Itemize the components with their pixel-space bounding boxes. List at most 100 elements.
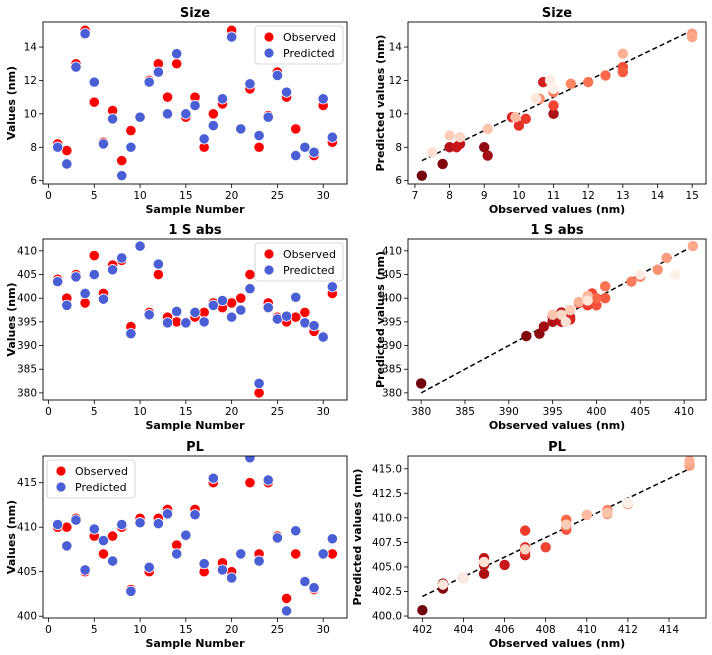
predicted-point [235,123,247,135]
y-axis-label: Values (nm) [5,66,18,140]
observed-point [88,96,100,108]
scatter-point [581,509,592,521]
x-tick-label: 7 [412,190,419,202]
predicted-point [198,316,210,328]
scatter-point [600,70,611,81]
y-tick-label: 12 [24,75,37,87]
predicted-point [262,474,274,486]
observed-point [161,91,174,103]
scatter-point [582,76,594,88]
y-axis-label: Values (nm) [5,500,18,574]
predicted-point [152,66,164,78]
x-tick-label: 30 [317,190,330,202]
x-tick-label: 408 [536,624,556,636]
y-tick-label: 400 [382,293,402,305]
observed-point [79,297,91,309]
y-tick-label: 405 [17,566,37,578]
predicted-point [171,548,183,560]
chart-panel-3: 1 S abs 0 5 10 15 20 25 30 380 385 390 395 400 405 410… [5,223,348,432]
scatter-point [617,48,629,59]
predicted-point [143,561,155,573]
predicted-point [97,293,110,305]
predicted-point [226,572,238,584]
predicted-point [253,555,265,567]
predicted-point [79,28,91,40]
x-tick-label: 410 [674,406,694,418]
x-tick-label: 406 [495,624,515,636]
scatter-point [451,142,462,153]
x-tick-label: 0 [45,624,52,636]
predicted-point [79,287,91,300]
chart-title: 1 S abs [530,223,584,238]
x-tick-label: 10 [133,624,146,636]
predicted-point [271,69,284,82]
x-axis-label: Sample Number [146,419,246,432]
chart-panel-5: PL 0 5 10 15 20 25 30 400 405 410 415 Sample Number V… [5,440,348,650]
scatter-point [520,113,532,125]
predicted-point [171,305,183,318]
legend-marker-observed [263,31,275,43]
x-tick-label: 15 [179,190,192,202]
x-tick-label: 385 [455,406,475,418]
y-axis-label: Predicted values (nm) [374,251,387,388]
y-tick-label: 385 [382,364,402,376]
scatter-point [415,378,427,389]
plot-area [52,240,338,399]
scatter-point [661,252,672,264]
observed-point [253,387,265,399]
x-tick-label: 390 [499,406,519,418]
plot-area [52,24,338,182]
plot-area [52,456,338,617]
predicted-point [116,252,128,264]
y-tick-label: 400 [17,611,37,623]
predicted-point [308,320,320,332]
scatter-point [437,158,448,170]
predicted-point [189,99,201,112]
x-tick-label: 0 [45,406,52,418]
predicted-point [253,377,265,390]
y-tick-label: 405.0 [372,561,402,573]
x-tick-label: 15 [179,624,192,636]
x-tick-label: 14 [651,190,665,202]
predicted-point [70,514,82,526]
plot-area [416,28,698,181]
predicted-point [152,258,164,270]
y-tick-label: 6 [30,175,37,187]
scatter-point [482,150,493,161]
scatter-point [544,75,556,86]
scatter-point [626,276,637,287]
scatter-point [458,572,469,583]
scatter-point [617,66,629,78]
chart-panel-4: 1 S abs 380 385 390 395 400 405 410 380 385 390 395… [374,223,707,432]
chart-title: Size [542,6,572,21]
legend-box [254,25,344,65]
predicted-point [271,532,284,544]
legend-marker-observed [55,465,67,477]
scatter-point [560,316,571,328]
observed-point [244,477,256,489]
predicted-point [226,31,238,43]
predicted-point [308,146,320,158]
x-tick-label: 13 [616,190,629,202]
observed-point [97,548,110,560]
chart-title: Size [180,6,210,21]
x-tick-label: 12 [581,190,594,202]
y-tick-label: 415.0 [372,463,402,475]
scatter-point [482,123,493,135]
scatter-point [565,78,577,89]
chart-panel-1: Size 0 5 10 15 20 25 30 6 8 10 12 14 Sample Number Val… [5,6,348,216]
scatter-point [687,240,699,252]
predicted-point [326,533,338,545]
x-tick-label: 20 [225,190,238,202]
predicted-point [143,76,155,88]
legend-marker-observed [263,248,275,260]
predicted-point [280,605,293,617]
y-tick-label: 385 [17,364,37,376]
predicted-point [280,310,293,322]
x-tick-label: 5 [91,624,98,636]
scatter-point [444,130,455,141]
scatter-point [531,93,542,105]
x-axis-label: Observed values (nm) [489,203,625,216]
predicted-point [244,283,256,295]
scatter-point [622,497,634,509]
